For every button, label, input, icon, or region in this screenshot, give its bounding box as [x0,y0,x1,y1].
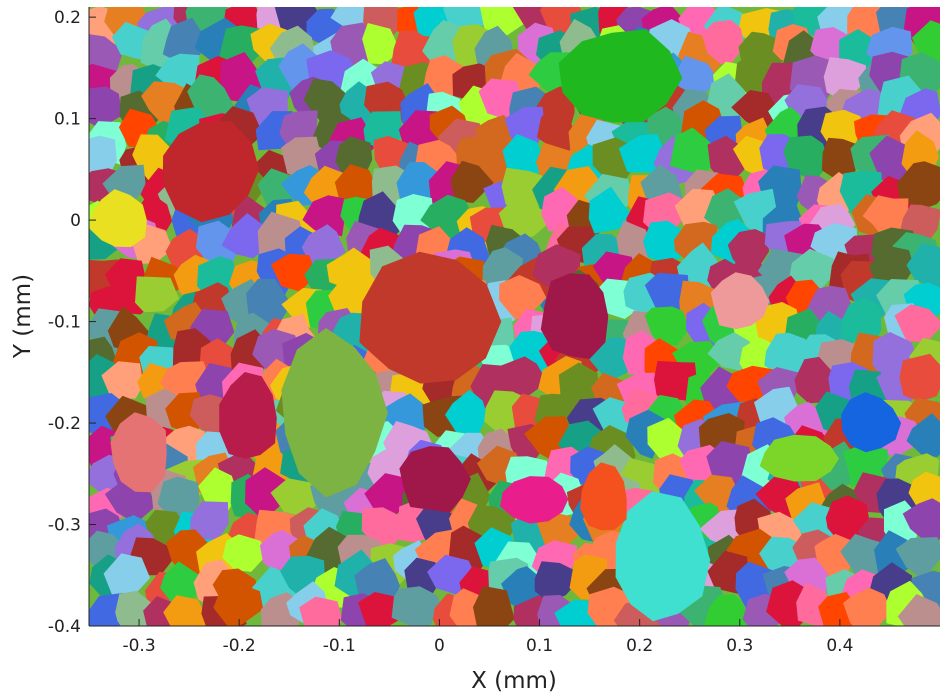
x-axis-label: X (mm) [471,668,557,694]
grain [647,417,691,463]
large-grain [110,412,167,493]
y-tick-label: -0.2 [48,414,81,434]
large-grain [219,372,277,459]
grain [911,20,940,67]
large-grain [89,189,147,247]
grain [501,356,548,402]
grain [364,473,412,518]
x-tick-label: 0.2 [626,636,653,656]
grain [670,127,718,176]
axis-frame [88,7,940,627]
grain [906,413,940,457]
large-grain [281,328,388,498]
grain [731,90,783,133]
grain [644,306,690,346]
grain [302,195,346,237]
grain [189,501,229,540]
grain [869,245,915,290]
plot-area [89,7,940,626]
grain [89,86,123,126]
grain [499,275,547,320]
large-grain [359,251,502,384]
grain [450,160,494,203]
grain [654,360,698,402]
grain [362,23,401,65]
large-grain [558,29,683,123]
grain [534,561,577,602]
grain [840,297,882,345]
grain [821,137,859,182]
grain [213,582,264,626]
grain [135,276,180,313]
grain [299,596,343,626]
grain [703,594,751,626]
y-tick-label: 0.2 [54,8,81,28]
large-grain [500,476,569,524]
y-axis-label: Y (mm) [10,274,36,359]
grain [246,278,292,325]
y-axis: -0.4 -0.3 -0.2 -0.1 0 0.1 0.2 [48,8,96,637]
large-grain [615,491,711,622]
grain [301,224,346,269]
grain [101,361,144,399]
x-tick-label: -0.2 [223,636,256,656]
large-grain [759,434,839,482]
grain [902,498,940,543]
large-grain [540,273,609,359]
grain [89,135,117,178]
grain [162,17,208,63]
grain [843,587,893,626]
grain [473,585,515,626]
large-grain [841,392,902,453]
grain [701,20,744,64]
grain [502,134,549,177]
grain [814,533,854,578]
y-tick-label: -0.1 [48,313,81,333]
grain [391,586,441,626]
grain [445,389,488,437]
x-tick-label: 0 [434,636,445,656]
grain [906,242,940,291]
x-tick-label: -0.3 [122,636,155,656]
grain [783,135,830,180]
grain [222,534,266,572]
y-tick-label: -0.4 [48,617,81,637]
y-tick-label: -0.3 [48,516,81,536]
x-tick-label: -0.1 [323,636,356,656]
grain [354,558,400,603]
grain [588,186,634,234]
grain [270,253,316,292]
grain [897,594,940,626]
large-grain [580,462,627,531]
grain [806,285,854,328]
grain [794,356,834,404]
y-tick-label: 0.1 [54,110,81,130]
large-grain [399,446,471,513]
grain [536,105,577,152]
grain [823,57,868,99]
grain [895,537,940,581]
large-grain [710,272,770,330]
grain [103,553,151,598]
large-grain [162,121,260,223]
grain [163,595,209,626]
x-tick-label: 0.1 [526,636,553,656]
grain [896,161,940,211]
grain [334,164,379,209]
grain [270,478,319,517]
grain [899,353,940,402]
y-tick-label: 0 [70,211,81,231]
x-tick-label: 0.3 [726,636,753,656]
grain [894,304,940,343]
x-tick-label: 0.4 [826,636,853,656]
grain [160,561,201,602]
x-axis: -0.3 -0.2 -0.1 0 0.1 0.2 0.3 0.4 [122,619,853,656]
grain [675,55,719,97]
